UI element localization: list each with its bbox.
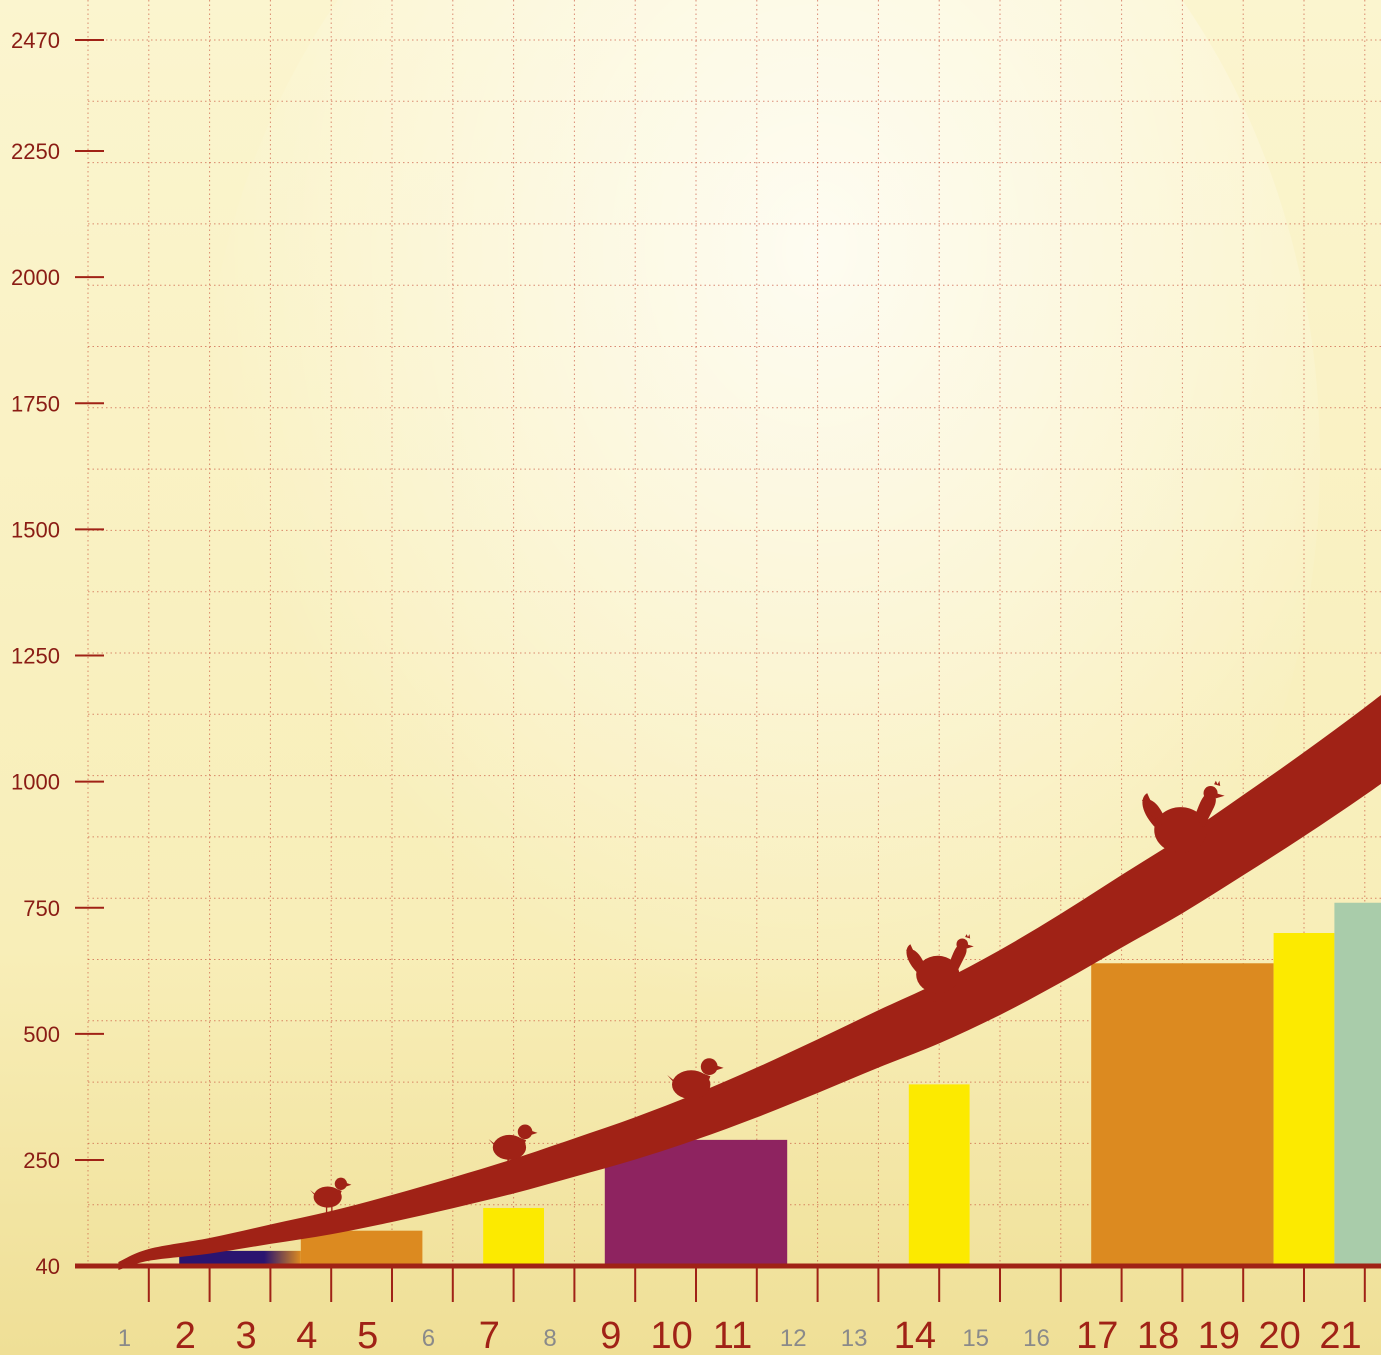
band-bar <box>1334 902 1381 1266</box>
x-tick-label: 12 <box>780 1325 807 1352</box>
y-tick-label: 750 <box>23 896 60 921</box>
y-tick-label: 2000 <box>11 265 60 290</box>
bands <box>179 902 1381 1266</box>
y-tick-label: 1000 <box>11 770 60 795</box>
x-tick-label: 13 <box>841 1325 868 1352</box>
x-tick-label: 20 <box>1259 1315 1301 1355</box>
x-tick-label: 18 <box>1137 1315 1179 1355</box>
x-tick-label: 16 <box>1023 1325 1050 1352</box>
x-tick-label: 10 <box>651 1315 693 1355</box>
x-tick-label: 21 <box>1319 1315 1361 1355</box>
labels: 40 250 500 750 1000 1250 1500 1750 2000 2250 2470 1… <box>11 28 1362 1355</box>
x-tick-label: 8 <box>543 1325 556 1352</box>
x-tick-label: 1 <box>118 1325 131 1352</box>
x-tick-label: 11 <box>713 1315 752 1355</box>
x-tick-label: 6 <box>422 1325 435 1352</box>
y-tick-label: 1250 <box>11 644 60 669</box>
axes <box>75 39 1381 1302</box>
x-tick-label: 15 <box>962 1325 989 1352</box>
x-tick-label: 2 <box>175 1315 196 1355</box>
band-bar <box>179 1250 301 1266</box>
y-tick-label: 1750 <box>11 391 60 416</box>
band-bar <box>604 1139 788 1266</box>
band-bar <box>908 1084 970 1266</box>
y-tick-label: 500 <box>23 1022 60 1047</box>
y-tick-label: 40 <box>36 1254 60 1279</box>
y-tick-label: 2250 <box>11 139 60 164</box>
band-bar <box>1091 963 1274 1266</box>
x-tick-label: 19 <box>1198 1315 1240 1355</box>
background-glow <box>200 0 1320 1160</box>
band-bar <box>300 1230 423 1266</box>
y-tick-label: 1500 <box>11 517 60 542</box>
x-tick-label: 5 <box>357 1315 378 1355</box>
x-tick-label: 9 <box>600 1315 621 1355</box>
band-bar <box>1273 933 1335 1266</box>
x-tick-label: 17 <box>1076 1315 1118 1355</box>
x-tick-label: 7 <box>479 1315 500 1355</box>
x-tick-label: 3 <box>236 1315 257 1355</box>
y-tick-label: 2470 <box>11 28 60 53</box>
band-bar <box>483 1207 544 1266</box>
x-tick-label: 4 <box>296 1315 317 1355</box>
x-tick-label: 14 <box>894 1315 936 1355</box>
y-tick-label: 250 <box>23 1148 60 1173</box>
